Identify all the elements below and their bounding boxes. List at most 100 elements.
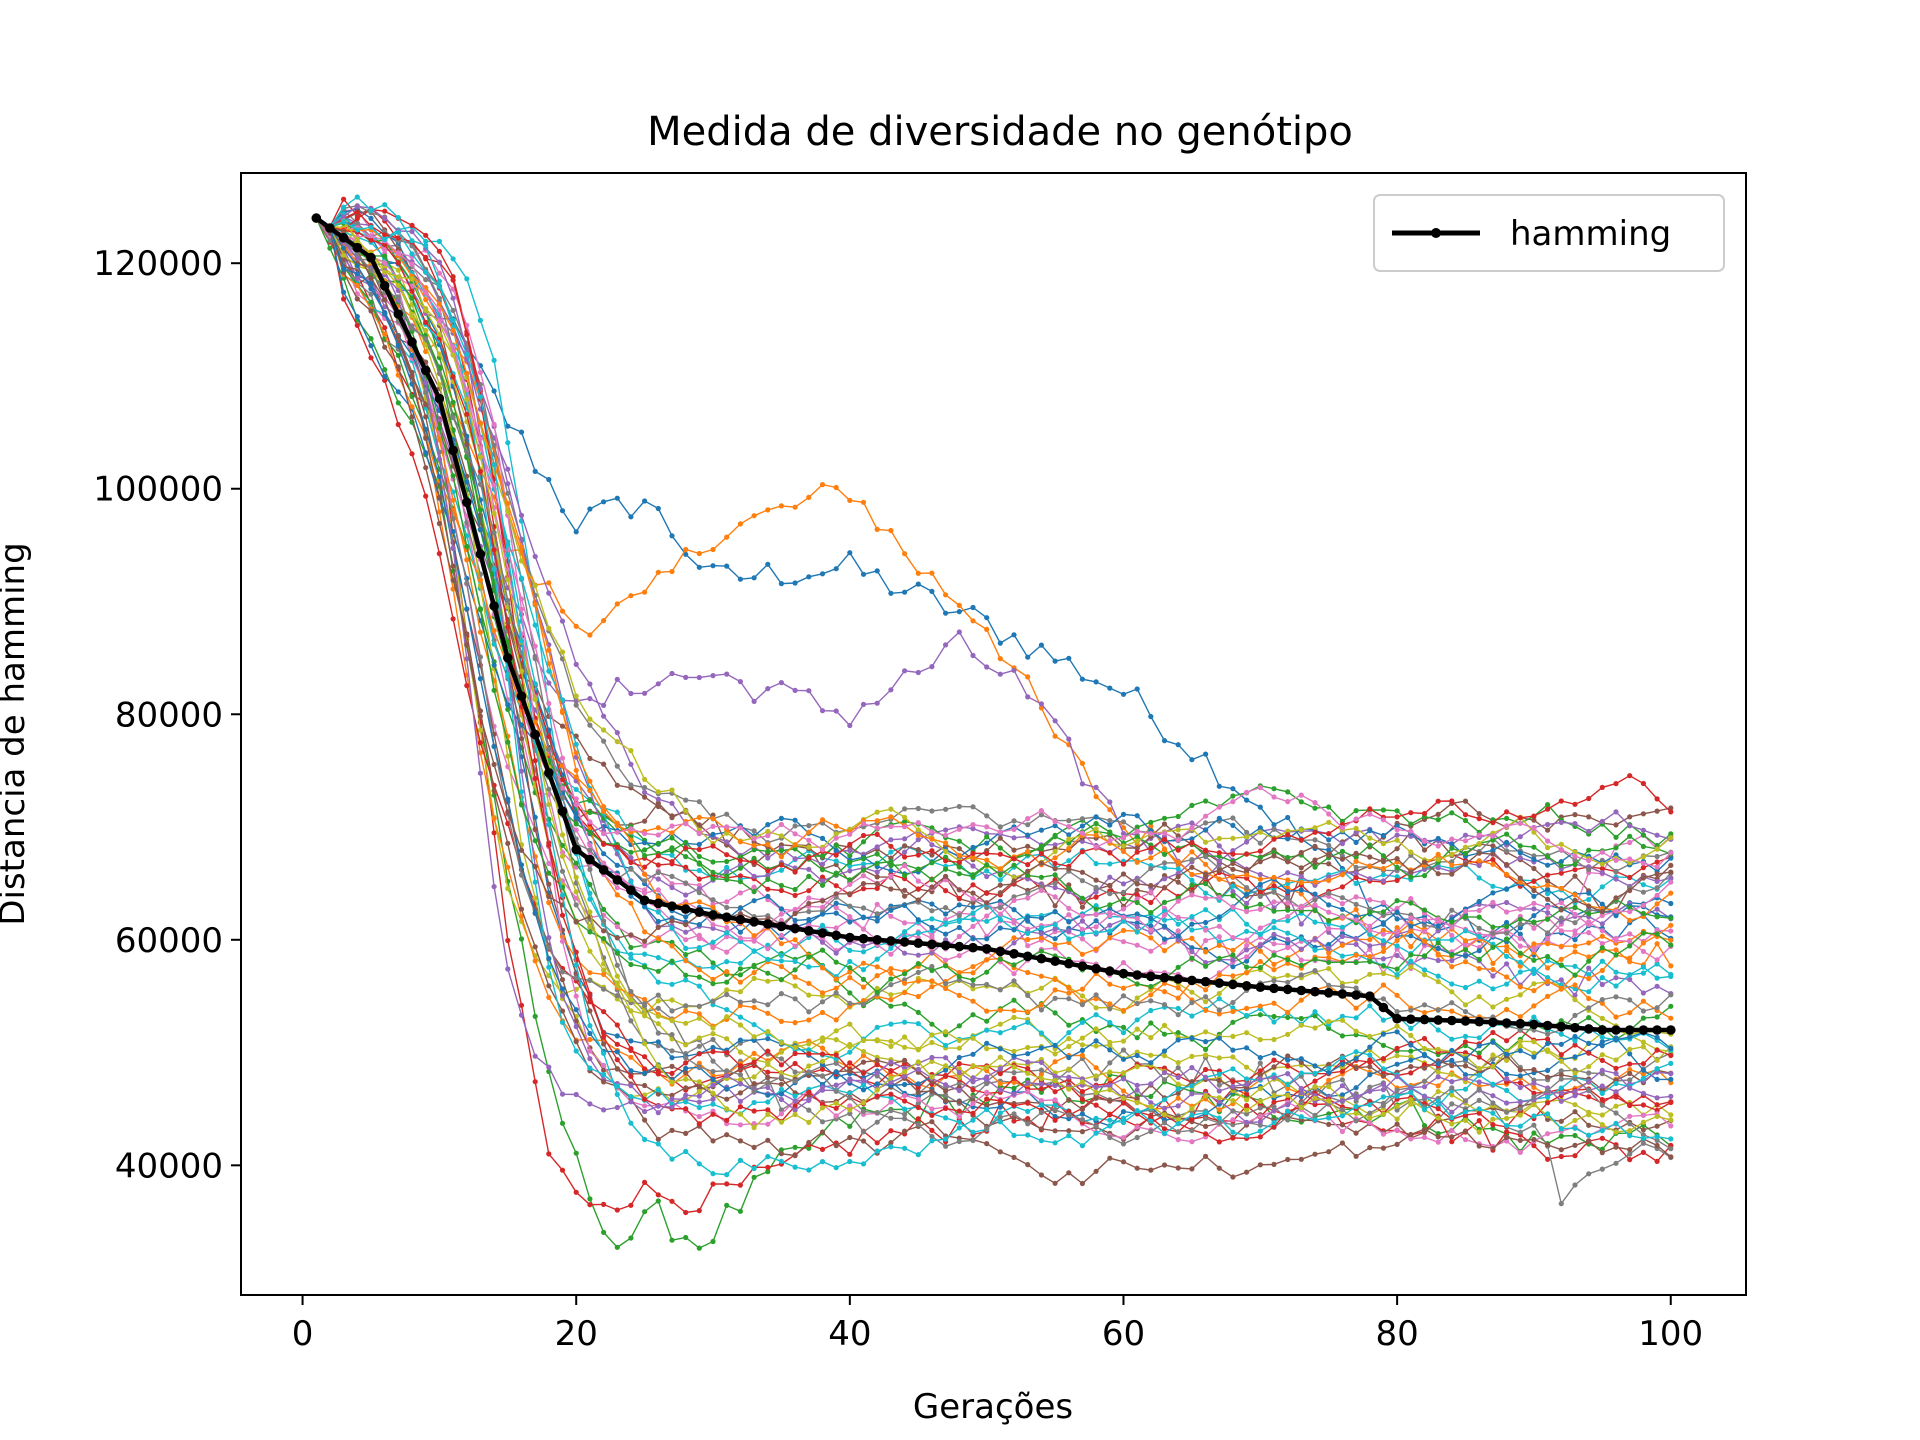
run-point [1490,960,1496,967]
run-point [1203,919,1209,926]
run-point [1093,946,1099,952]
run-point [778,1018,785,1024]
run-point [601,986,607,992]
run-point [1531,1003,1537,1009]
run-point [696,1083,702,1089]
run-point [737,521,744,527]
run-point [1394,846,1400,852]
run-point [1298,1015,1304,1022]
run-point [436,381,442,388]
run-point [1367,946,1373,953]
run-point [395,364,401,370]
run-point [997,925,1003,931]
run-point [1326,831,1332,837]
run-point [1203,1052,1209,1058]
run-point [1120,927,1127,934]
run-point [518,913,525,920]
run-point [1462,1043,1469,1049]
run-point [1312,825,1318,831]
run-point [1572,920,1578,926]
run-point [614,739,620,745]
run-point [1216,783,1222,789]
run-point [423,402,429,408]
run-point [792,983,798,989]
run-point [1654,927,1660,933]
run-point [1161,815,1168,821]
run-point [1285,907,1291,913]
run-point [1380,841,1386,847]
run-point [1435,1134,1441,1140]
run-point [382,232,388,238]
run-point [1435,973,1441,979]
run-point [1148,1035,1154,1041]
run-point [1545,882,1551,888]
run-point [382,215,388,222]
run-point [874,831,880,838]
run-point [696,1035,702,1041]
run-point [1326,861,1332,867]
run-point [1545,1048,1551,1054]
run-point [1504,1006,1510,1013]
run-point [1025,914,1031,920]
run-point [1066,836,1072,842]
run-point [1353,1153,1359,1159]
run-point [888,907,894,913]
run-point [1654,1158,1660,1164]
run-point [1613,983,1619,989]
run-point [1339,884,1345,890]
run-point [1449,924,1455,930]
run-point [915,837,921,843]
run-point [655,869,661,876]
run-point [1257,881,1263,887]
run-point [1312,936,1318,942]
run-point [1531,1080,1537,1086]
run-point [1339,933,1345,940]
run-point [1545,916,1551,922]
run-point [1120,1088,1127,1094]
run-point [1203,927,1209,933]
run-point [1203,1046,1209,1052]
run-point [1517,1149,1523,1155]
run-point [860,905,867,911]
run-point [1558,819,1564,826]
run-point [943,957,949,963]
run-point [984,890,990,896]
run-point [1640,1008,1646,1014]
run-point [1107,910,1113,916]
run-point [724,1049,730,1056]
run-point [1353,839,1359,846]
run-point [1038,1030,1044,1036]
run-point [1271,849,1277,855]
run-point [970,916,976,923]
run-point [1161,917,1168,923]
run-point [1038,1126,1044,1132]
run-point [984,1027,990,1033]
run-point [1613,969,1619,975]
run-point [1517,850,1523,856]
run-point [1230,1008,1236,1015]
run-point [1120,691,1127,697]
run-point [1025,890,1031,896]
run-point [1134,892,1140,898]
run-point [1558,863,1564,869]
run-point [436,551,442,557]
run-point [450,277,456,283]
run-point [888,1021,894,1027]
run-point [737,1098,744,1104]
run-point [1531,947,1537,953]
run-point [943,854,949,860]
run-point [1545,862,1551,868]
run-point [1107,685,1113,691]
run-point [655,569,661,575]
run-point [819,922,826,928]
run-point [997,872,1003,878]
run-point [956,846,962,852]
run-point [477,740,483,746]
run-point [628,1018,634,1024]
run-point [874,568,880,574]
chart-title: Medida de diversidade no genótipo [647,109,1353,155]
run-point [984,957,990,963]
run-point [970,936,976,942]
run-point [464,580,470,586]
run-point [765,893,771,899]
